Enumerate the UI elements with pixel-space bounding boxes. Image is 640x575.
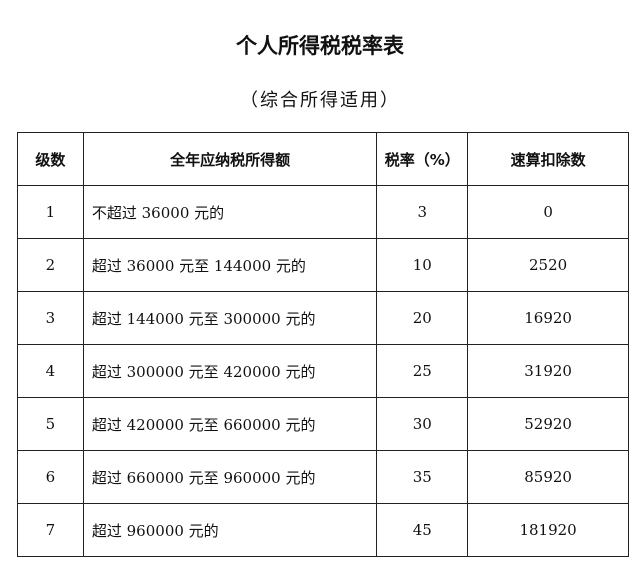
cell-level: 1 — [17, 185, 84, 239]
cell-quick-deduction: 85920 — [467, 450, 629, 504]
cell-tax-rate: 45 — [376, 503, 469, 557]
cell-tax-rate: 25 — [376, 344, 469, 398]
cell-taxable-income: 超过 960000 元的 — [82, 503, 378, 557]
cell-taxable-income: 超过 300000 元至 420000 元的 — [82, 344, 378, 398]
header-quick-deduction: 速算扣除数 — [467, 132, 629, 186]
tax-rate-table: 级数 全年应纳税所得额 税率（%） 速算扣除数 1 不超过 36000 元的 3 0 2… — [17, 132, 629, 557]
table-row: 4 超过 300000 元至 420000 元的 25 31920 — [17, 344, 629, 398]
cell-tax-rate: 35 — [376, 450, 469, 504]
cell-taxable-income: 超过 420000 元至 660000 元的 — [82, 397, 378, 451]
table-header-row: 级数 全年应纳税所得额 税率（%） 速算扣除数 — [17, 132, 629, 186]
cell-level: 7 — [17, 503, 84, 557]
cell-tax-rate: 30 — [376, 397, 469, 451]
cell-quick-deduction: 52920 — [467, 397, 629, 451]
cell-level: 5 — [17, 397, 84, 451]
cell-tax-rate: 20 — [376, 291, 469, 345]
cell-taxable-income: 超过 36000 元至 144000 元的 — [82, 238, 378, 292]
cell-tax-rate: 3 — [376, 185, 469, 239]
cell-quick-deduction: 16920 — [467, 291, 629, 345]
cell-tax-rate: 10 — [376, 238, 469, 292]
header-taxable-income: 全年应纳税所得额 — [82, 132, 378, 186]
cell-quick-deduction: 181920 — [467, 503, 629, 557]
table-row: 3 超过 144000 元至 300000 元的 20 16920 — [17, 291, 629, 345]
cell-quick-deduction: 2520 — [467, 238, 629, 292]
header-tax-rate: 税率（%） — [376, 132, 469, 186]
cell-quick-deduction: 31920 — [467, 344, 629, 398]
table-row: 2 超过 36000 元至 144000 元的 10 2520 — [17, 238, 629, 292]
cell-taxable-income: 不超过 36000 元的 — [82, 185, 378, 239]
cell-quick-deduction: 0 — [467, 185, 629, 239]
table-row: 7 超过 960000 元的 45 181920 — [17, 503, 629, 557]
cell-level: 4 — [17, 344, 84, 398]
table-row: 6 超过 660000 元至 960000 元的 35 85920 — [17, 450, 629, 504]
cell-taxable-income: 超过 660000 元至 960000 元的 — [82, 450, 378, 504]
cell-level: 3 — [17, 291, 84, 345]
table-row: 5 超过 420000 元至 660000 元的 30 52920 — [17, 397, 629, 451]
cell-level: 2 — [17, 238, 84, 292]
table-row: 1 不超过 36000 元的 3 0 — [17, 185, 629, 239]
document-title: 个人所得税税率表 — [236, 33, 404, 58]
document-subtitle: （综合所得适用） — [240, 90, 400, 111]
header-level: 级数 — [17, 132, 84, 186]
cell-level: 6 — [17, 450, 84, 504]
cell-taxable-income: 超过 144000 元至 300000 元的 — [82, 291, 378, 345]
